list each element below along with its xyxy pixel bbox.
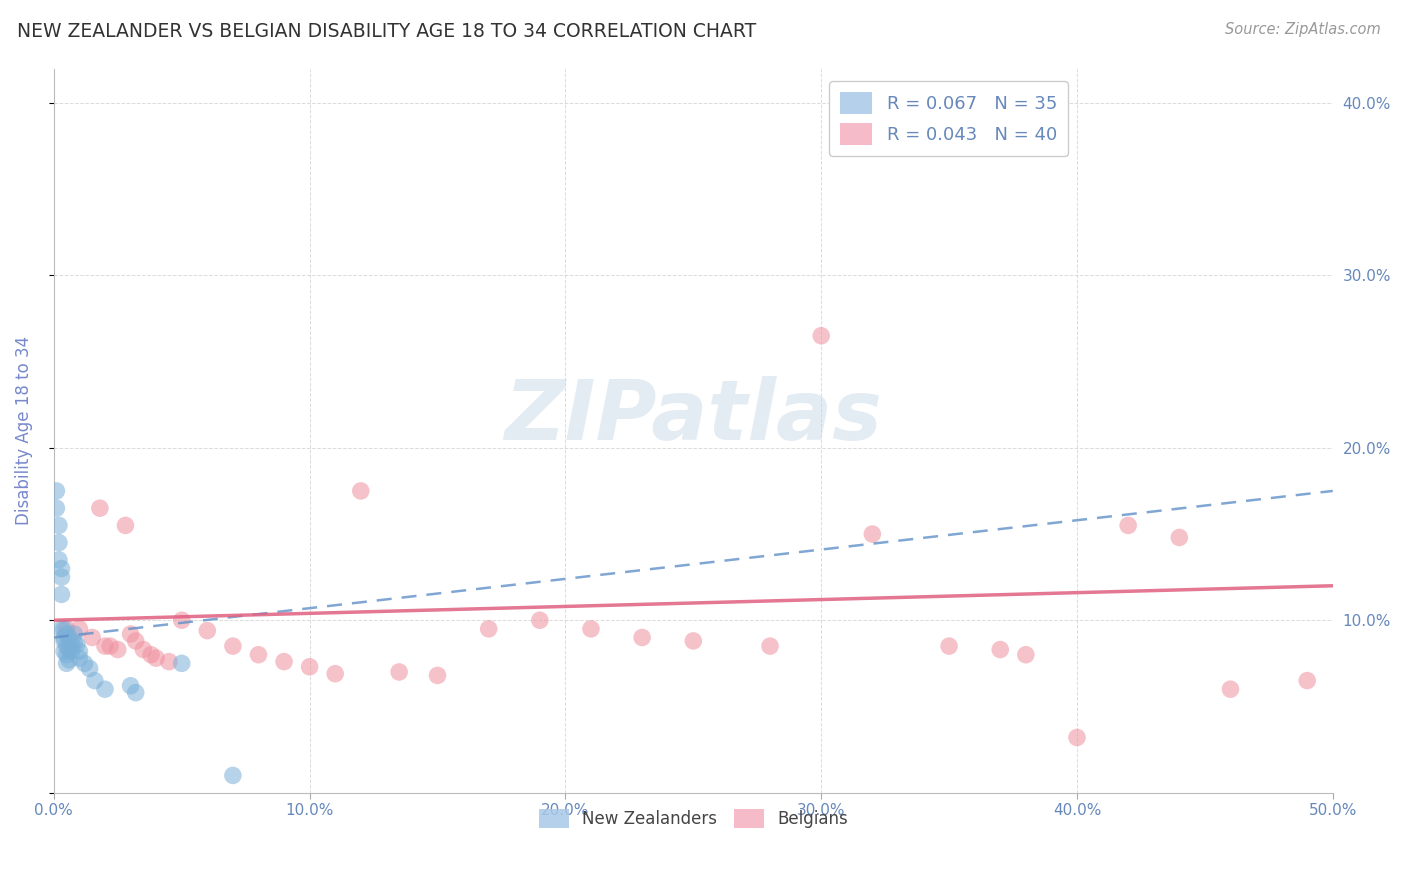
Point	[938, 639, 960, 653]
Point	[45, 483, 67, 498]
Point	[247, 648, 270, 662]
Point	[988, 642, 1011, 657]
Point	[55, 627, 77, 641]
Point	[120, 627, 142, 641]
Point	[73, 657, 96, 671]
Point	[48, 535, 70, 549]
Point	[66, 637, 89, 651]
Point	[51, 570, 73, 584]
Point	[51, 587, 73, 601]
Point	[195, 624, 218, 638]
Point	[120, 679, 142, 693]
Point	[98, 639, 121, 653]
Point	[631, 631, 654, 645]
Point	[1219, 682, 1241, 697]
Point	[1168, 531, 1191, 545]
Text: Source: ZipAtlas.com: Source: ZipAtlas.com	[1225, 22, 1381, 37]
Point	[107, 642, 129, 657]
Point	[55, 657, 77, 671]
Point	[63, 635, 86, 649]
Point	[48, 518, 70, 533]
Point	[55, 639, 77, 653]
Point	[89, 501, 111, 516]
Point	[82, 631, 104, 645]
Point	[759, 639, 782, 653]
Point	[55, 622, 77, 636]
Point	[125, 634, 148, 648]
Point	[53, 634, 76, 648]
Point	[51, 561, 73, 575]
Point	[45, 501, 67, 516]
Point	[273, 655, 295, 669]
Point	[298, 660, 321, 674]
Point	[67, 644, 90, 658]
Point	[55, 648, 77, 662]
Point	[58, 631, 80, 645]
Point	[222, 639, 245, 653]
Point	[132, 642, 155, 657]
Point	[426, 668, 449, 682]
Point	[94, 639, 117, 653]
Point	[60, 644, 83, 658]
Point	[51, 622, 73, 636]
Point	[388, 665, 411, 679]
Point	[63, 627, 86, 641]
Point	[579, 622, 602, 636]
Point	[1116, 518, 1139, 533]
Point	[48, 553, 70, 567]
Point	[860, 527, 883, 541]
Point	[682, 634, 704, 648]
Point	[145, 651, 167, 665]
Point	[114, 518, 136, 533]
Point	[1066, 731, 1088, 745]
Point	[60, 639, 83, 653]
Point	[67, 651, 90, 665]
Point	[810, 328, 832, 343]
Point	[170, 657, 193, 671]
Point	[79, 661, 101, 675]
Y-axis label: Disability Age 18 to 34: Disability Age 18 to 34	[15, 336, 32, 525]
Point	[58, 642, 80, 657]
Point	[170, 613, 193, 627]
Point	[1015, 648, 1038, 662]
Point	[350, 483, 373, 498]
Point	[83, 673, 105, 688]
Point	[67, 622, 90, 636]
Point	[323, 666, 346, 681]
Point	[139, 648, 162, 662]
Point	[53, 622, 76, 636]
Point	[478, 622, 501, 636]
Text: ZIPatlas: ZIPatlas	[505, 376, 882, 457]
Point	[222, 768, 245, 782]
Point	[58, 653, 80, 667]
Point	[1296, 673, 1319, 688]
Point	[53, 644, 76, 658]
Point	[125, 686, 148, 700]
Text: NEW ZEALANDER VS BELGIAN DISABILITY AGE 18 TO 34 CORRELATION CHART: NEW ZEALANDER VS BELGIAN DISABILITY AGE …	[17, 22, 756, 41]
Point	[529, 613, 551, 627]
Point	[53, 631, 76, 645]
Point	[94, 682, 117, 697]
Legend: New Zealanders, Belgians: New Zealanders, Belgians	[531, 803, 855, 835]
Point	[157, 655, 180, 669]
